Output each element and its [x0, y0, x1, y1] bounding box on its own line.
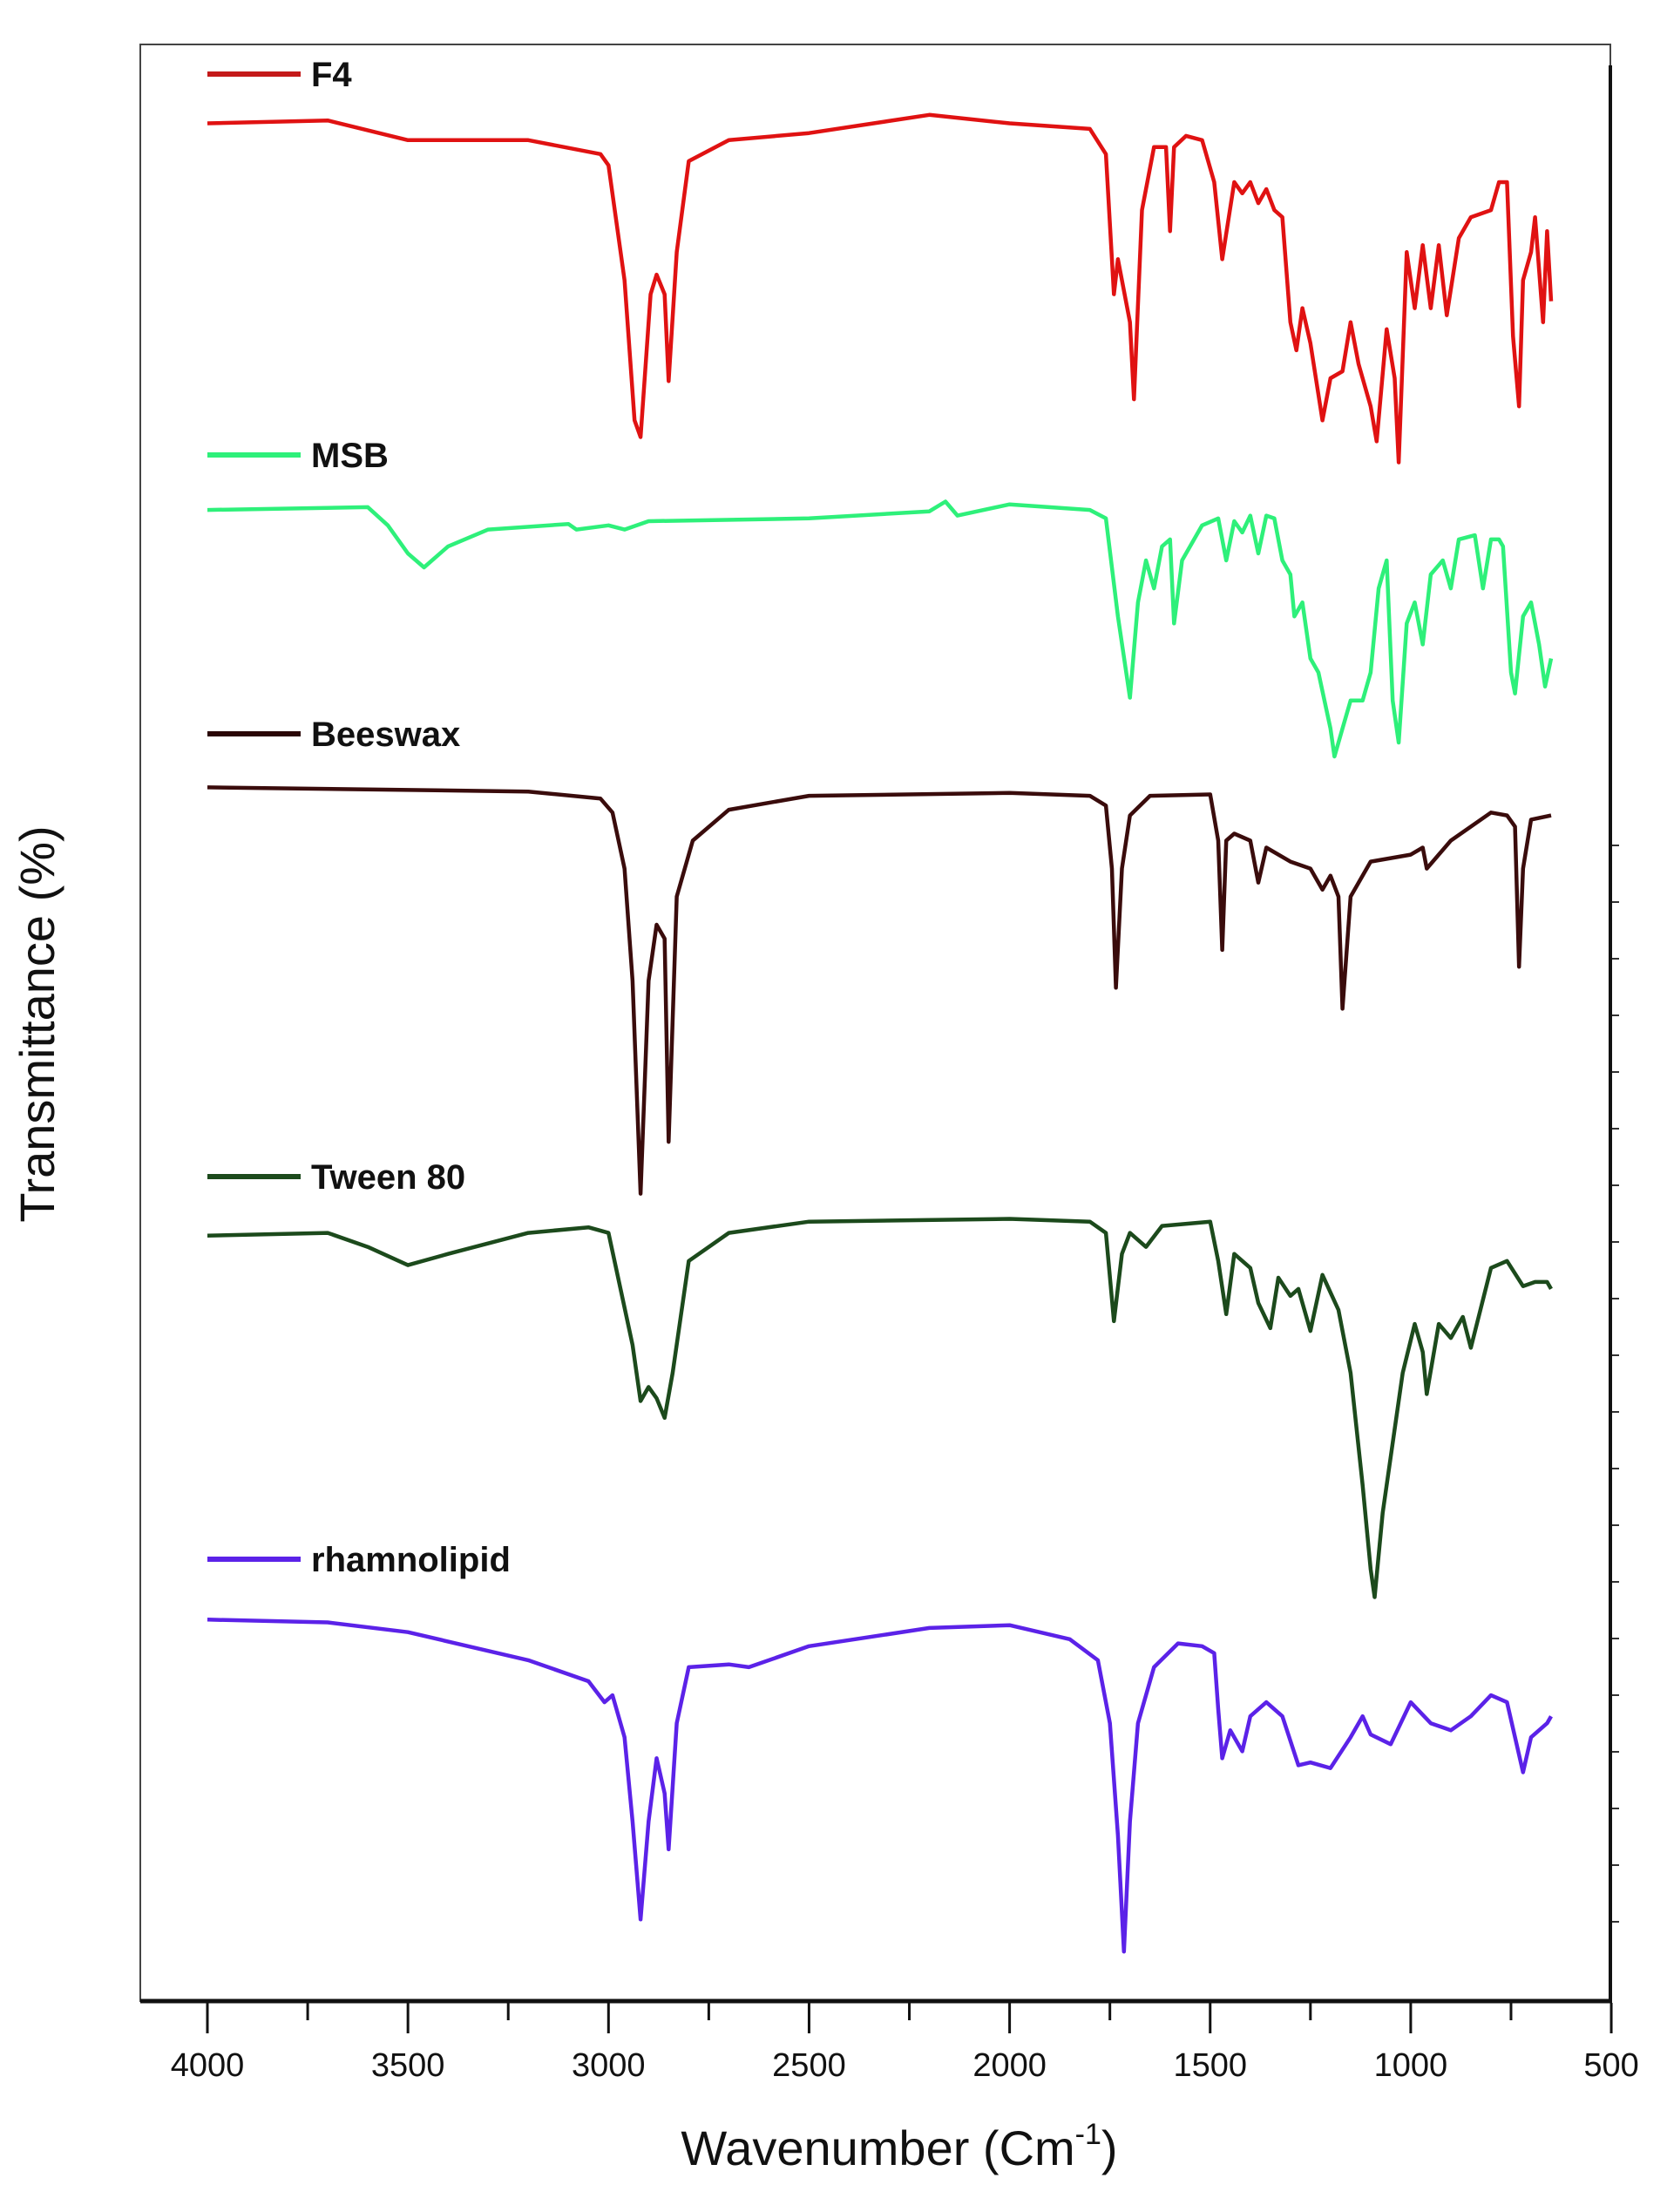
spectra-traces — [207, 112, 1554, 1954]
series-line-beeswax — [207, 785, 1552, 1196]
legend-label: MSB — [311, 437, 389, 475]
series-line-msb — [207, 499, 1554, 759]
x-axis-title-main: Wavenumber (Cm — [681, 2120, 1074, 2175]
x-tick-label: 3500 — [371, 2047, 445, 2084]
x-axis-title: Wavenumber (Cm-1) — [681, 2118, 1117, 2175]
x-tick-label: 1000 — [1374, 2047, 1448, 2084]
x-axis-title-superscript: -1 — [1075, 2118, 1101, 2151]
x-axis-ticks: 4000 3500 3000 2500 2000 1500 1000 500 — [171, 2003, 1639, 2084]
series-line-f4 — [207, 112, 1554, 465]
legend: F4 MSB Beeswax Tween 80 rhamnolipid — [207, 56, 511, 1579]
legend-label: F4 — [311, 56, 352, 94]
x-axis-title-close: ) — [1101, 2120, 1118, 2175]
series-line-tween-80 — [207, 1217, 1553, 1599]
x-tick-label: 2500 — [772, 2047, 846, 2084]
x-tick-label: 500 — [1583, 2047, 1638, 2084]
legend-label: Tween 80 — [311, 1158, 465, 1197]
x-tick-label: 1500 — [1173, 2047, 1247, 2084]
right-axis-minor-ticks — [1612, 845, 1619, 1923]
legend-label: rhamnolipid — [311, 1541, 511, 1579]
x-tick-label: 2000 — [972, 2047, 1047, 2084]
x-tick-label: 4000 — [171, 2047, 245, 2084]
x-tick-label: 3000 — [572, 2047, 646, 2084]
legend-label: Beeswax — [311, 716, 460, 754]
y-axis-title: Transmittance (%) — [10, 825, 64, 1222]
series-line-rhamnolipid — [207, 1618, 1553, 1954]
